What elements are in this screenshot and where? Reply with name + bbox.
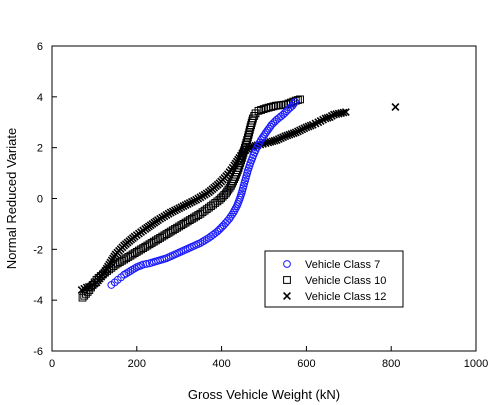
- data-point: [248, 116, 257, 125]
- x-tick-label: 200: [128, 358, 146, 370]
- data-point: [194, 211, 203, 219]
- data-point: [258, 134, 267, 143]
- data-point: [239, 148, 248, 157]
- data-point: [122, 269, 131, 278]
- series-circle: [107, 98, 299, 289]
- plot-area-frame: [51, 45, 477, 352]
- data-point: [234, 164, 243, 172]
- data-point: [267, 103, 275, 111]
- data-point: [130, 264, 139, 273]
- legend-label: Vehicle Class 12: [305, 291, 386, 303]
- series-square: [78, 95, 304, 302]
- data-point: [84, 282, 93, 291]
- data-point: [283, 131, 292, 140]
- data-point: [270, 136, 279, 145]
- data-point: [302, 123, 311, 132]
- data-point: [269, 102, 278, 111]
- y-tick-label: -4: [33, 295, 43, 307]
- data-point: [285, 130, 294, 139]
- data-point: [200, 236, 209, 245]
- data-point: [288, 101, 297, 110]
- x-axis: 0 200 400 600 800 1000: [49, 346, 488, 370]
- data-point: [245, 128, 254, 137]
- data-point: [291, 98, 299, 106]
- data-point: [250, 111, 259, 120]
- data-point: [274, 135, 283, 144]
- legend-marker-circle: [283, 260, 291, 268]
- x-axis-title: Gross Vehicle Weight (kN): [188, 387, 340, 402]
- y-tick-label: 2: [37, 143, 43, 155]
- data-point: [249, 114, 257, 123]
- x-tick-label: 1000: [464, 358, 488, 370]
- legend-marker-square: [283, 276, 291, 284]
- y-axis-title: Normal Reduced Variate: [4, 128, 19, 269]
- data-point: [126, 267, 135, 275]
- data-point: [257, 136, 265, 144]
- data-point: [279, 133, 288, 142]
- y-tick-label: 4: [37, 92, 43, 104]
- x-tick-label: 0: [49, 358, 55, 370]
- data-point: [196, 239, 205, 247]
- legend-label: Vehicle Class 10: [305, 275, 386, 287]
- y-tick-label: 0: [37, 194, 43, 206]
- data-point: [192, 212, 201, 221]
- data-point: [225, 214, 234, 223]
- data-point: [289, 99, 298, 108]
- data-point: [259, 132, 268, 141]
- y-tick-label: -2: [33, 244, 43, 256]
- data-point: [257, 106, 265, 114]
- data-point: [281, 132, 290, 141]
- data-point: [142, 260, 151, 268]
- series-x: [77, 103, 400, 294]
- data-point: [120, 270, 128, 279]
- data-point: [272, 136, 281, 145]
- data-point: [391, 103, 400, 111]
- x-tick-label: 600: [297, 358, 315, 370]
- data-point: [243, 136, 252, 144]
- data-point: [254, 106, 263, 115]
- data-point: [289, 129, 298, 138]
- data-point: [226, 212, 235, 221]
- data-point: [264, 103, 273, 112]
- legend: Vehicle Class 7 Vehicle Class 10 Vehicle C…: [264, 250, 404, 308]
- data-point: [276, 134, 285, 143]
- data-point: [341, 108, 350, 117]
- data-point: [124, 268, 133, 277]
- data-point: [287, 129, 296, 138]
- x-tick-label: 800: [382, 358, 400, 370]
- data-point: [243, 133, 252, 142]
- data-point: [304, 122, 313, 131]
- data-series: [77, 95, 400, 302]
- data-point: [128, 265, 137, 274]
- legend-marker-x: [283, 292, 291, 300]
- data-point: [228, 210, 236, 219]
- data-point: [323, 113, 332, 122]
- y-tick-label: -6: [33, 346, 43, 358]
- data-point: [244, 131, 253, 139]
- data-point: [284, 105, 293, 114]
- data-point: [259, 105, 268, 114]
- legend-label: Vehicle Class 7: [305, 259, 380, 271]
- data-point: [306, 121, 315, 130]
- y-tick-label: 6: [37, 41, 43, 53]
- data-point: [262, 104, 271, 113]
- x-tick-label: 400: [212, 358, 230, 370]
- data-point: [198, 237, 207, 246]
- y-axis: -6 -4 -2 0 2 4 6: [33, 41, 57, 358]
- data-point: [339, 108, 348, 117]
